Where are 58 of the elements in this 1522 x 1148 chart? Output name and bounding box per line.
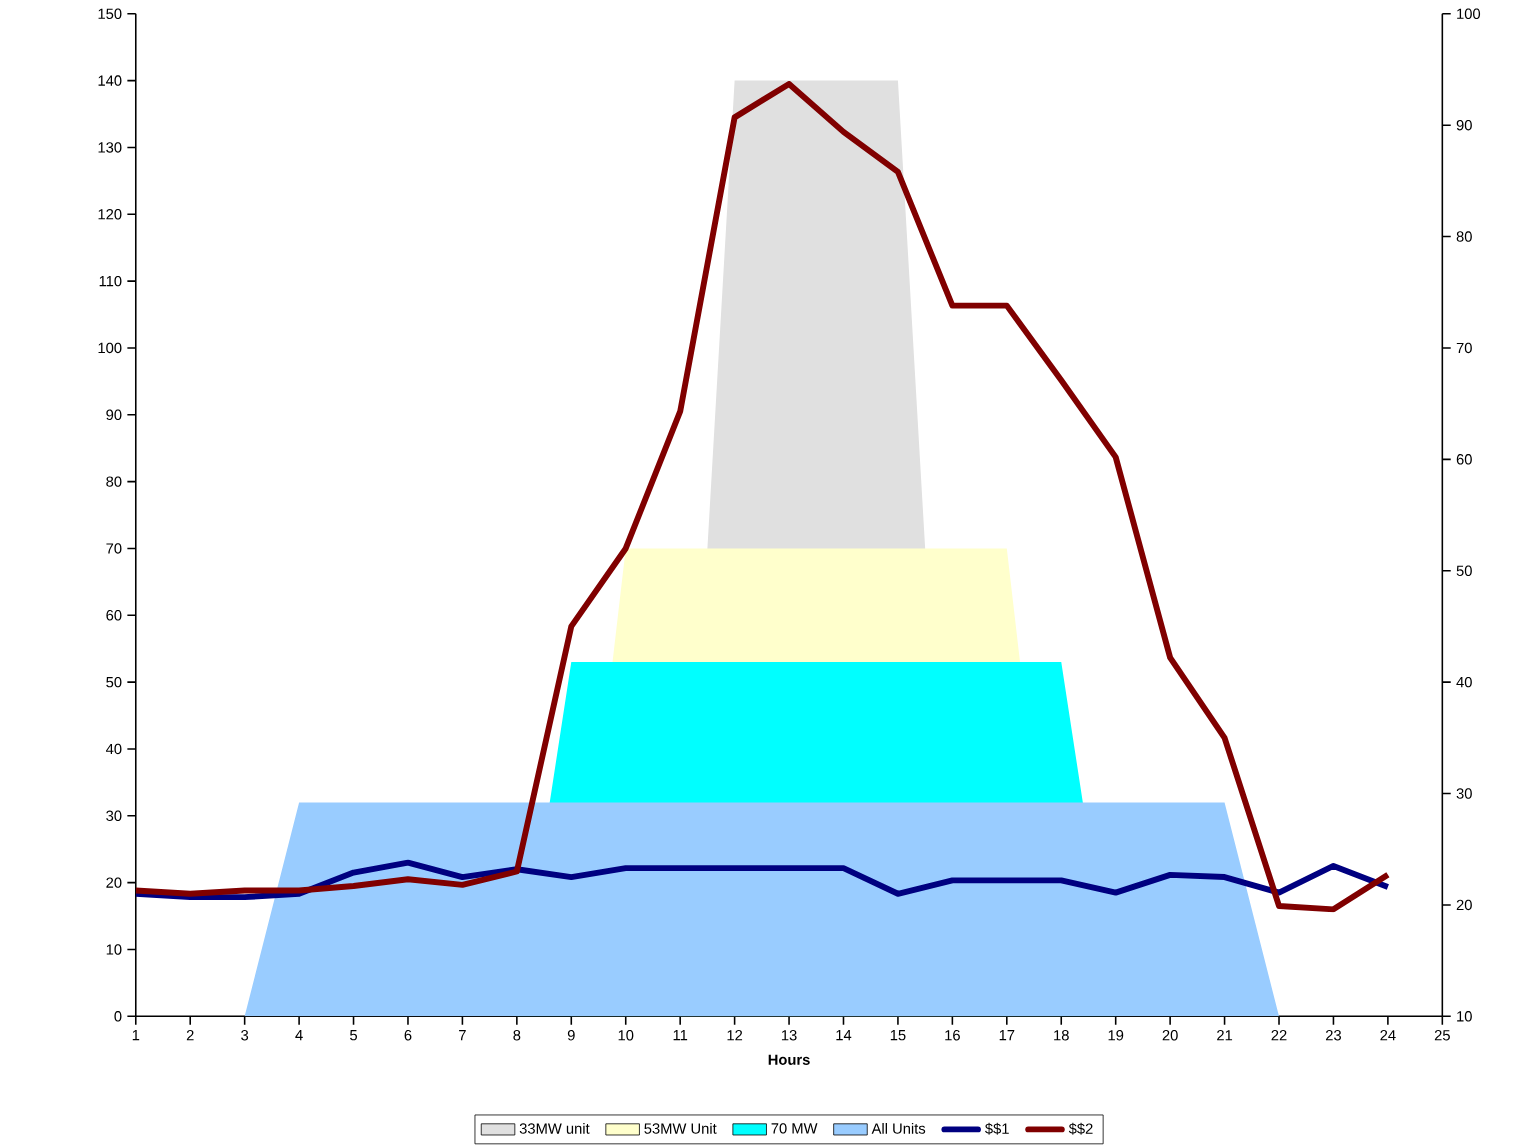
y-tick-label: 110	[99, 275, 122, 287]
y2-tick-label: 50	[1456, 565, 1472, 576]
x-tick-label: 8	[513, 1029, 521, 1041]
x-tick-label: 6	[404, 1029, 412, 1041]
y-tick-label: 90	[106, 409, 122, 420]
legend-label: 70 MW	[771, 1123, 818, 1134]
y-tick-label: 30	[106, 810, 122, 821]
x-tick-label: 25	[1434, 1029, 1450, 1041]
y-tick-label: 120	[98, 208, 122, 220]
x-tick-label: 15	[890, 1029, 906, 1041]
x-axis-title: Hours	[768, 1054, 810, 1065]
legend-label: $$2	[1068, 1122, 1093, 1135]
y-tick-label: 0	[114, 1011, 122, 1022]
y-tick-label: 100	[98, 342, 122, 354]
y-tick-label: 60	[106, 610, 122, 621]
x-tick-label: 11	[673, 1029, 688, 1041]
y-tick-label: 150	[98, 8, 122, 19]
y2-tick-label: 60	[1456, 454, 1472, 465]
x-tick-label: 16	[945, 1029, 960, 1041]
x-tick-label: 9	[567, 1029, 575, 1041]
x-tick-label: 23	[1325, 1029, 1342, 1041]
y2-tick-label: 30	[1456, 788, 1472, 799]
x-tick-label: 2	[186, 1029, 194, 1041]
y2-tick-label: 80	[1456, 231, 1472, 242]
y2-tick-label: 10	[1457, 1011, 1472, 1022]
x-tick-label: 14	[836, 1029, 852, 1041]
x-tick-label: 5	[350, 1029, 358, 1041]
legend-label: $$1	[985, 1122, 1009, 1135]
x-tick-label: 17	[999, 1029, 1015, 1041]
y-tick-label: 10	[106, 944, 122, 955]
y-tick-label: 140	[98, 75, 122, 86]
y2-tick-label: 70	[1456, 342, 1472, 354]
x-tick-label: 7	[459, 1029, 466, 1041]
y-tick-label: 20	[106, 877, 122, 888]
y-tick-label: 80	[106, 476, 122, 487]
y-tick-label: 130	[98, 142, 122, 153]
y-tick-label: 40	[105, 743, 122, 755]
legend-label: All Units	[871, 1122, 926, 1134]
x-tick-label: 13	[781, 1029, 797, 1041]
y-tick-label: 50	[106, 676, 122, 688]
y-tick-label: 70	[106, 543, 122, 554]
x-tick-label: 22	[1271, 1029, 1287, 1041]
x-tick-label: 20	[1162, 1029, 1178, 1041]
x-tick-label: 24	[1380, 1029, 1396, 1041]
legend-label: 33MW unit	[519, 1122, 590, 1134]
y2-tick-label: 20	[1456, 899, 1472, 911]
x-tick-label: 19	[1108, 1029, 1124, 1041]
x-tick-label: 4	[295, 1029, 303, 1041]
y2-tick-label: 100	[1457, 8, 1481, 19]
x-tick-label: 3	[241, 1029, 249, 1041]
y2-tick-label: 40	[1456, 676, 1472, 688]
x-tick-label: 21	[1217, 1029, 1233, 1041]
y2-tick-label: 90	[1456, 119, 1472, 131]
x-tick-label: 1	[132, 1029, 140, 1041]
legend-label: 53MW Unit	[644, 1122, 717, 1134]
x-tick-label: 10	[618, 1029, 634, 1041]
x-tick-label: 12	[727, 1029, 743, 1041]
x-tick-label: 18	[1054, 1029, 1069, 1041]
